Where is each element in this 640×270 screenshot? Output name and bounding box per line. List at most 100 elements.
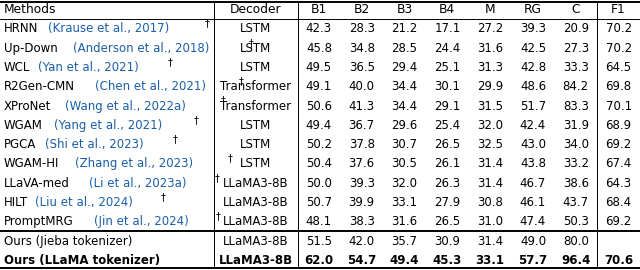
Text: 50.4: 50.4 — [306, 157, 332, 170]
Text: 31.5: 31.5 — [477, 100, 503, 113]
Text: LSTM: LSTM — [240, 157, 271, 170]
Text: B3: B3 — [396, 3, 413, 16]
Text: 33.3: 33.3 — [563, 61, 589, 74]
Text: 43.7: 43.7 — [563, 196, 589, 209]
Text: 42.3: 42.3 — [306, 22, 332, 35]
Text: 32.5: 32.5 — [477, 138, 503, 151]
Text: 30.8: 30.8 — [477, 196, 503, 209]
Text: 42.5: 42.5 — [520, 42, 546, 55]
Text: Ours (LLaMA tokenizer): Ours (LLaMA tokenizer) — [4, 254, 160, 267]
Text: 27.3: 27.3 — [563, 42, 589, 55]
Text: 29.9: 29.9 — [477, 80, 503, 93]
Text: 34.0: 34.0 — [563, 138, 589, 151]
Text: (Jin et al., 2024): (Jin et al., 2024) — [93, 215, 188, 228]
Text: 31.4: 31.4 — [477, 235, 503, 248]
Text: 70.2: 70.2 — [605, 42, 632, 55]
Text: 31.4: 31.4 — [477, 157, 503, 170]
Text: 26.3: 26.3 — [435, 177, 460, 190]
Text: 29.1: 29.1 — [434, 100, 460, 113]
Text: 80.0: 80.0 — [563, 235, 589, 248]
Text: †: † — [173, 134, 177, 144]
Text: B1: B1 — [311, 3, 327, 16]
Text: Ours (Jieba tokenizer): Ours (Jieba tokenizer) — [4, 235, 132, 248]
Text: 28.3: 28.3 — [349, 22, 375, 35]
Text: 32.0: 32.0 — [392, 177, 417, 190]
Text: 38.6: 38.6 — [563, 177, 589, 190]
Text: 50.2: 50.2 — [306, 138, 332, 151]
Text: LLaVA-med: LLaVA-med — [4, 177, 70, 190]
Text: 30.1: 30.1 — [435, 80, 460, 93]
Text: 70.2: 70.2 — [605, 22, 632, 35]
Text: B2: B2 — [353, 3, 370, 16]
Text: 50.3: 50.3 — [563, 215, 589, 228]
Text: †: † — [161, 192, 166, 202]
Text: 49.4: 49.4 — [390, 254, 419, 267]
Text: 84.2: 84.2 — [563, 80, 589, 93]
Text: 25.4: 25.4 — [435, 119, 460, 132]
Text: C: C — [572, 3, 580, 16]
Text: 34.4: 34.4 — [392, 100, 417, 113]
Text: 49.5: 49.5 — [306, 61, 332, 74]
Text: 31.3: 31.3 — [477, 61, 503, 74]
Text: 43.8: 43.8 — [520, 157, 546, 170]
Text: 45.3: 45.3 — [433, 254, 462, 267]
Text: 30.5: 30.5 — [392, 157, 417, 170]
Text: LSTM: LSTM — [240, 22, 271, 35]
Text: 29.6: 29.6 — [392, 119, 418, 132]
Text: Methods: Methods — [4, 3, 56, 16]
Text: LSTM: LSTM — [240, 61, 271, 74]
Text: LLaMA3-8B: LLaMA3-8B — [219, 254, 293, 267]
Text: 49.4: 49.4 — [306, 119, 332, 132]
Text: 36.5: 36.5 — [349, 61, 375, 74]
Text: 29.4: 29.4 — [392, 61, 418, 74]
Text: (Zhang et al., 2023): (Zhang et al., 2023) — [75, 157, 193, 170]
Text: †: † — [227, 154, 232, 164]
Text: 68.4: 68.4 — [605, 196, 632, 209]
Text: 33.1: 33.1 — [392, 196, 417, 209]
Text: 27.9: 27.9 — [434, 196, 460, 209]
Text: 33.1: 33.1 — [476, 254, 505, 267]
Text: LSTM: LSTM — [240, 138, 271, 151]
Text: LSTM: LSTM — [240, 119, 271, 132]
Text: XProNet: XProNet — [4, 100, 51, 113]
Text: 20.9: 20.9 — [563, 22, 589, 35]
Text: 50.0: 50.0 — [306, 177, 332, 190]
Text: LLaMA3-8B: LLaMA3-8B — [223, 177, 289, 190]
Text: R2Gen-CMN: R2Gen-CMN — [4, 80, 75, 93]
Text: 36.7: 36.7 — [349, 119, 375, 132]
Text: (Yan et al., 2021): (Yan et al., 2021) — [38, 61, 138, 74]
Text: 49.1: 49.1 — [306, 80, 332, 93]
Text: 33.2: 33.2 — [563, 157, 589, 170]
Text: 69.2: 69.2 — [605, 215, 632, 228]
Text: 32.0: 32.0 — [477, 119, 503, 132]
Text: 27.2: 27.2 — [477, 22, 503, 35]
Text: LLaMA3-8B: LLaMA3-8B — [223, 235, 289, 248]
Text: †: † — [193, 115, 198, 125]
Text: 26.5: 26.5 — [435, 215, 460, 228]
Text: 21.2: 21.2 — [392, 22, 418, 35]
Text: 48.6: 48.6 — [520, 80, 546, 93]
Text: 17.1: 17.1 — [434, 22, 460, 35]
Text: (Chen et al., 2021): (Chen et al., 2021) — [95, 80, 206, 93]
Text: 46.7: 46.7 — [520, 177, 546, 190]
Text: 30.7: 30.7 — [392, 138, 417, 151]
Text: Decoder: Decoder — [230, 3, 282, 16]
Text: 42.4: 42.4 — [520, 119, 546, 132]
Text: 69.8: 69.8 — [605, 80, 632, 93]
Text: Transformer: Transformer — [220, 100, 291, 113]
Text: 64.5: 64.5 — [605, 61, 632, 74]
Text: (Krause et al., 2017): (Krause et al., 2017) — [48, 22, 169, 35]
Text: (Yang et al., 2021): (Yang et al., 2021) — [54, 119, 162, 132]
Text: 25.1: 25.1 — [435, 61, 460, 74]
Text: 39.9: 39.9 — [349, 196, 375, 209]
Text: Up-Down: Up-Down — [4, 42, 58, 55]
Text: 49.0: 49.0 — [520, 235, 546, 248]
Text: 42.8: 42.8 — [520, 61, 546, 74]
Text: 26.5: 26.5 — [435, 138, 460, 151]
Text: Transformer: Transformer — [220, 80, 291, 93]
Text: 68.9: 68.9 — [605, 119, 632, 132]
Text: 34.8: 34.8 — [349, 42, 375, 55]
Text: 62.0: 62.0 — [305, 254, 333, 267]
Text: †: † — [168, 57, 173, 67]
Text: 64.3: 64.3 — [605, 177, 632, 190]
